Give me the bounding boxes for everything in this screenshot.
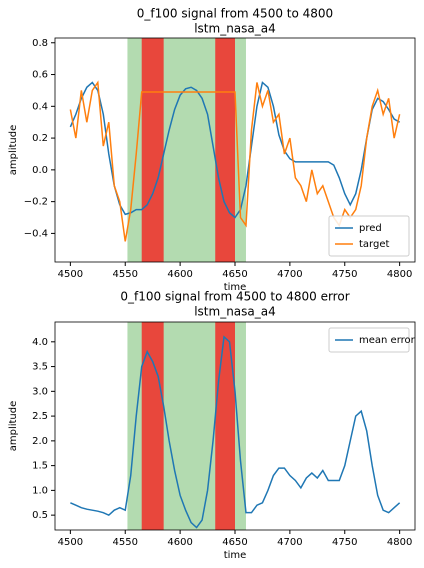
highlight-span — [215, 322, 235, 530]
y-axis-label: amplitude — [8, 125, 19, 176]
x-tick-label: 4550 — [113, 269, 138, 280]
x-tick-label: 4750 — [332, 269, 357, 280]
x-axis-label: time — [224, 282, 247, 293]
x-tick-label: 4500 — [58, 537, 83, 548]
x-tick-label: 4800 — [387, 269, 412, 280]
y-tick-label: 0.0 — [32, 165, 48, 176]
y-tick-label: 0.6 — [32, 70, 48, 81]
x-tick-label: 4500 — [58, 269, 83, 280]
series-line — [70, 335, 401, 529]
y-tick-label: −0.2 — [24, 197, 48, 208]
axes-frame — [54, 37, 416, 263]
y-tick-label: 1.5 — [32, 461, 48, 472]
y-tick-label: 0.2 — [32, 133, 48, 144]
y-tick-label: 3.5 — [32, 362, 48, 373]
legend-label: pred — [359, 223, 382, 234]
legend: mean error — [328, 327, 416, 353]
y-tick-label: 3.0 — [32, 386, 48, 397]
chart-subtitle: lstm_nasa_a4 — [194, 22, 276, 36]
y-tick-label: 0.5 — [32, 510, 48, 521]
legend-label: target — [359, 239, 389, 250]
y-tick-label: −0.4 — [24, 228, 48, 239]
x-tick-label: 4700 — [277, 537, 302, 548]
subplot: 0_f100 signal from 4500 to 4800 errorlst… — [8, 290, 416, 562]
legend-box — [328, 327, 410, 353]
chart-title: 0_f100 signal from 4500 to 4800 error — [120, 290, 349, 304]
axes-frame — [54, 321, 416, 531]
x-tick-label: 4650 — [222, 537, 247, 548]
x-tick-label: 4600 — [167, 269, 192, 280]
series-line — [69, 80, 401, 242]
chart-subtitle: lstm_nasa_a4 — [194, 305, 276, 319]
x-tick-label: 4800 — [387, 537, 412, 548]
x-tick-label: 4750 — [332, 537, 357, 548]
series-line — [69, 81, 401, 219]
subplot: 0_f100 signal from 4500 to 4800lstm_nasa… — [8, 7, 416, 293]
y-tick-label: 0.8 — [32, 38, 48, 49]
highlight-span — [215, 38, 235, 262]
legend-label: mean error — [359, 335, 416, 346]
y-tick-label: 2.0 — [32, 436, 48, 447]
x-tick-label: 4650 — [222, 269, 247, 280]
legend-box — [328, 215, 410, 257]
highlight-span — [141, 322, 164, 530]
y-tick-label: 0.4 — [32, 101, 48, 112]
legend: pred target — [328, 215, 410, 257]
y-tick-label: 4.0 — [32, 337, 48, 348]
y-tick-label: 2.5 — [32, 411, 48, 422]
x-tick-label: 4700 — [277, 269, 302, 280]
chart-title: 0_f100 signal from 4500 to 4800 — [137, 7, 333, 21]
y-tick-label: 1.0 — [32, 485, 48, 496]
x-tick-label: 4550 — [113, 537, 138, 548]
x-axis-label: time — [224, 550, 247, 561]
highlight-span — [141, 38, 164, 262]
y-axis-label: amplitude — [8, 401, 19, 452]
x-tick-label: 4600 — [167, 537, 192, 548]
